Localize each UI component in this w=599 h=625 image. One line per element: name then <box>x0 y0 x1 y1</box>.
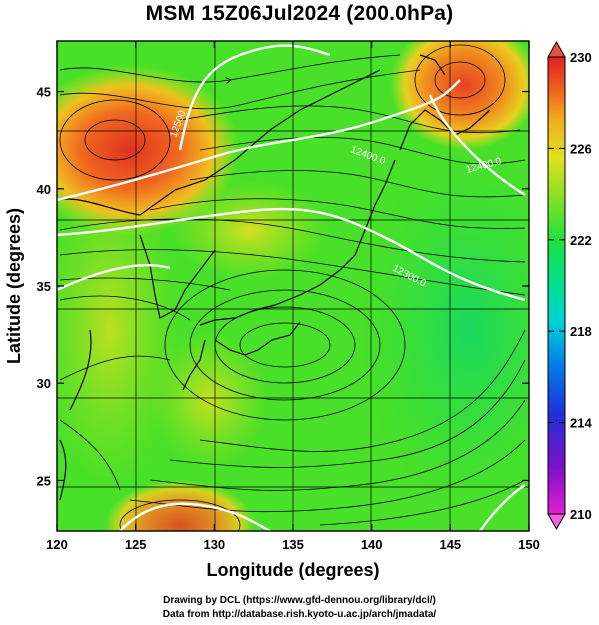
y-axis: 25 30 35 40 45 <box>37 85 529 488</box>
colorbar-tick-label: 214 <box>570 416 592 431</box>
colorbar-tick-label: 226 <box>570 141 592 156</box>
y-tick-label: 45 <box>37 85 51 100</box>
x-axis-label: Longitude (degrees) <box>206 560 379 580</box>
wind-streamlines <box>59 44 526 531</box>
colorbar-tick-label: 210 <box>570 507 592 522</box>
warm-region-south <box>150 330 270 470</box>
y-axis-label: Latitude (degrees) <box>4 208 24 364</box>
credit-data: Data from http://database.rish.kyoto-u.a… <box>162 609 437 620</box>
chart-title: MSM 15Z06Jul2024 (200.0hPa) <box>145 2 454 25</box>
geopotential-contours <box>57 44 526 531</box>
x-tick-label: 130 <box>203 537 225 552</box>
high-temp-region-nw <box>57 65 240 235</box>
colorbar: 210 214 218 222 226 230 <box>547 40 592 531</box>
map-plot <box>57 41 529 531</box>
x-tick-label: 150 <box>518 537 540 552</box>
x-tick-label: 140 <box>361 537 383 552</box>
y-tick-label: 30 <box>37 376 51 391</box>
credit-drawing: Drawing by DCL (https://www.gfd-dennou.o… <box>163 595 436 606</box>
colorbar-tick-label: 218 <box>570 324 592 339</box>
y-tick-label: 35 <box>37 279 51 294</box>
colorbar-max-arrow <box>547 40 566 58</box>
colorbar-tick-label: 230 <box>570 50 592 65</box>
warm-region-west <box>57 170 180 490</box>
y-tick-label: 40 <box>37 182 51 197</box>
colorbar-tick-label: 222 <box>570 233 592 248</box>
coastlines <box>57 54 491 501</box>
x-tick-label: 125 <box>125 537 147 552</box>
x-tick-label: 145 <box>439 537 461 552</box>
high-temp-region-ne <box>390 41 529 150</box>
cool-region-east <box>360 150 529 510</box>
y-tick-label: 25 <box>37 473 51 488</box>
x-tick-label: 120 <box>46 537 68 552</box>
grid-lines <box>57 41 529 531</box>
colorbar-min-arrow <box>547 513 566 531</box>
x-tick-label: 135 <box>282 537 304 552</box>
colorbar-scale <box>547 56 566 515</box>
x-axis: 120 125 130 135 140 145 150 <box>46 41 540 552</box>
